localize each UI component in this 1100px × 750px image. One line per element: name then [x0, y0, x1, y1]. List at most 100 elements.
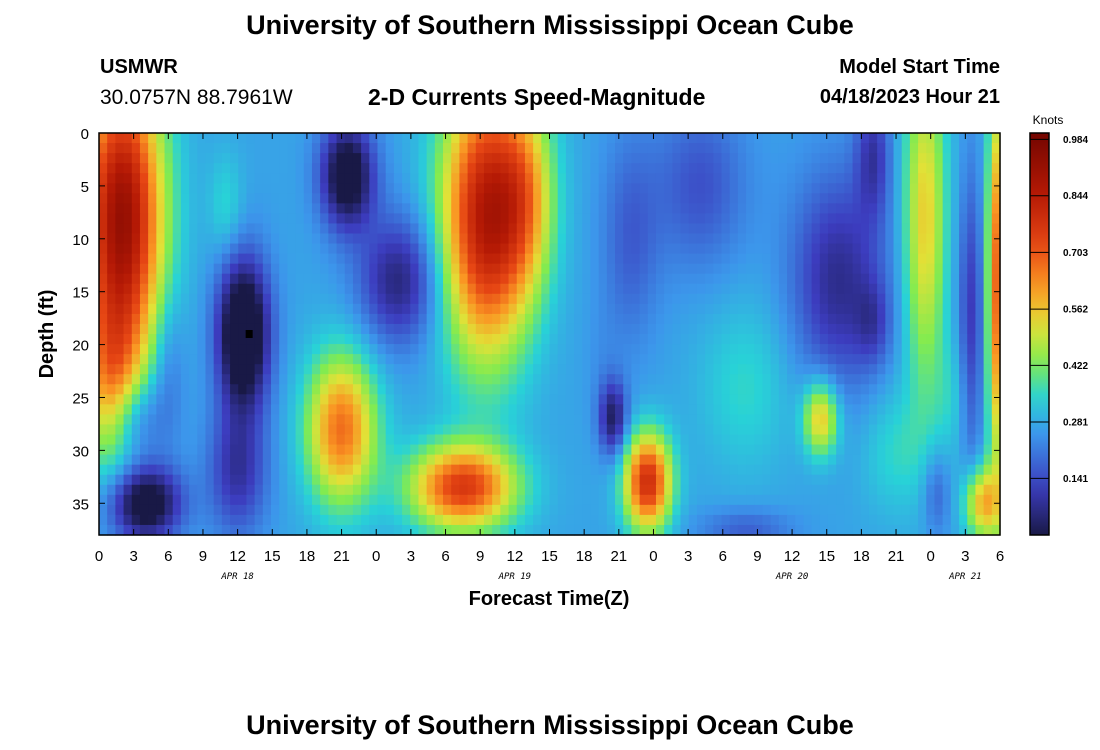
heatmap-cell — [967, 273, 977, 285]
heatmap-cell — [664, 444, 673, 456]
heatmap-cell — [328, 384, 338, 395]
heatmap-cell — [500, 344, 510, 355]
heatmap-cell — [811, 133, 821, 144]
heatmap-cell — [492, 434, 501, 446]
heatmap-cell — [262, 474, 272, 486]
heatmap-cell — [524, 504, 534, 516]
heatmap-cell — [787, 233, 796, 245]
heatmap-cell — [131, 334, 141, 345]
heatmap-cell — [942, 474, 952, 486]
heatmap-cell — [262, 374, 272, 385]
heatmap-cell — [770, 133, 780, 144]
heatmap-cell — [377, 263, 387, 275]
heatmap-cell — [311, 173, 321, 184]
heatmap-cell — [115, 183, 125, 194]
heatmap-cell — [631, 514, 641, 526]
heatmap-cell — [721, 334, 731, 345]
heatmap-cell — [344, 454, 354, 466]
heatmap-cell — [451, 434, 460, 446]
heatmap-cell — [877, 434, 886, 446]
heatmap-cell — [361, 273, 370, 285]
heatmap-cell — [934, 404, 944, 415]
heatmap-cell — [705, 173, 714, 184]
heatmap-cell — [901, 334, 911, 345]
heatmap-cell — [631, 344, 641, 355]
heatmap-cell — [827, 384, 837, 395]
heatmap-cell — [975, 223, 985, 235]
heatmap-cell — [139, 424, 149, 436]
heatmap-cell — [107, 374, 116, 385]
heatmap-cell — [524, 384, 534, 395]
heatmap-cell — [991, 173, 1001, 184]
heatmap-cell — [615, 133, 624, 144]
heatmap-cell — [647, 354, 657, 365]
heatmap-cell — [983, 193, 993, 204]
heatmap-cell — [451, 293, 460, 305]
heatmap-cell — [901, 223, 911, 235]
heatmap-cell — [262, 464, 272, 476]
heatmap-cell — [901, 133, 911, 144]
heatmap-cell — [885, 504, 895, 516]
heatmap-cell — [230, 524, 239, 536]
heatmap-cell — [107, 444, 116, 456]
heatmap-cell — [238, 514, 248, 526]
heatmap-cell — [713, 213, 723, 225]
heatmap-cell — [369, 323, 379, 335]
heatmap-cell — [909, 163, 919, 174]
heatmap-cell — [99, 434, 108, 446]
heatmap-cell — [598, 464, 608, 476]
heatmap-cell — [426, 183, 436, 194]
heatmap-cell — [655, 504, 665, 516]
heatmap-cell — [901, 193, 911, 204]
heatmap-cell — [795, 484, 805, 496]
heatmap-cell — [778, 273, 788, 285]
heatmap-cell — [901, 384, 911, 395]
heatmap-cell — [721, 414, 731, 426]
heatmap-cell — [705, 233, 714, 245]
heatmap-cell — [574, 233, 583, 245]
heatmap-cell — [770, 313, 780, 325]
heatmap-cell — [795, 334, 805, 345]
heatmap-cell — [885, 434, 895, 446]
heatmap-cell — [156, 193, 166, 204]
heatmap-cell — [467, 354, 477, 365]
heatmap-cell — [819, 504, 829, 516]
heatmap-cell — [99, 424, 108, 436]
heatmap-cell — [369, 233, 379, 245]
heatmap-cell — [377, 424, 387, 436]
heatmap-cell — [959, 313, 968, 325]
heatmap-cell — [361, 374, 370, 385]
heatmap-cell — [705, 193, 714, 204]
heatmap-cell — [967, 404, 977, 415]
heatmap-cell — [443, 173, 452, 184]
heatmap-cell — [877, 354, 886, 365]
heatmap-cell — [918, 354, 927, 365]
heatmap-cell — [664, 464, 673, 476]
heatmap-cell — [598, 424, 608, 436]
heatmap-cell — [295, 514, 305, 526]
heatmap-cell — [189, 193, 198, 204]
heatmap-cell — [754, 354, 764, 365]
heatmap-cell — [680, 404, 690, 415]
heatmap-cell — [819, 213, 829, 225]
heatmap-cell — [352, 173, 362, 184]
heatmap-cell — [295, 153, 305, 164]
heatmap-cell — [852, 243, 862, 255]
heatmap-cell — [934, 153, 944, 164]
heatmap-cell — [99, 364, 108, 375]
heatmap-cell — [246, 334, 256, 345]
heatmap-cell — [688, 223, 698, 235]
heatmap-cell — [172, 504, 182, 516]
heatmap-cell — [156, 313, 166, 325]
heatmap-cell — [492, 464, 501, 476]
heatmap-cell — [877, 243, 886, 255]
heatmap-cell — [492, 283, 501, 295]
heatmap-cell — [729, 303, 739, 315]
heatmap-cell — [574, 504, 583, 516]
heatmap-cell — [361, 334, 370, 345]
heatmap-cell — [705, 334, 714, 345]
heatmap-cell — [680, 143, 690, 154]
heatmap-cell — [131, 484, 141, 496]
heatmap-cell — [451, 364, 460, 375]
heatmap-cell — [729, 374, 739, 385]
